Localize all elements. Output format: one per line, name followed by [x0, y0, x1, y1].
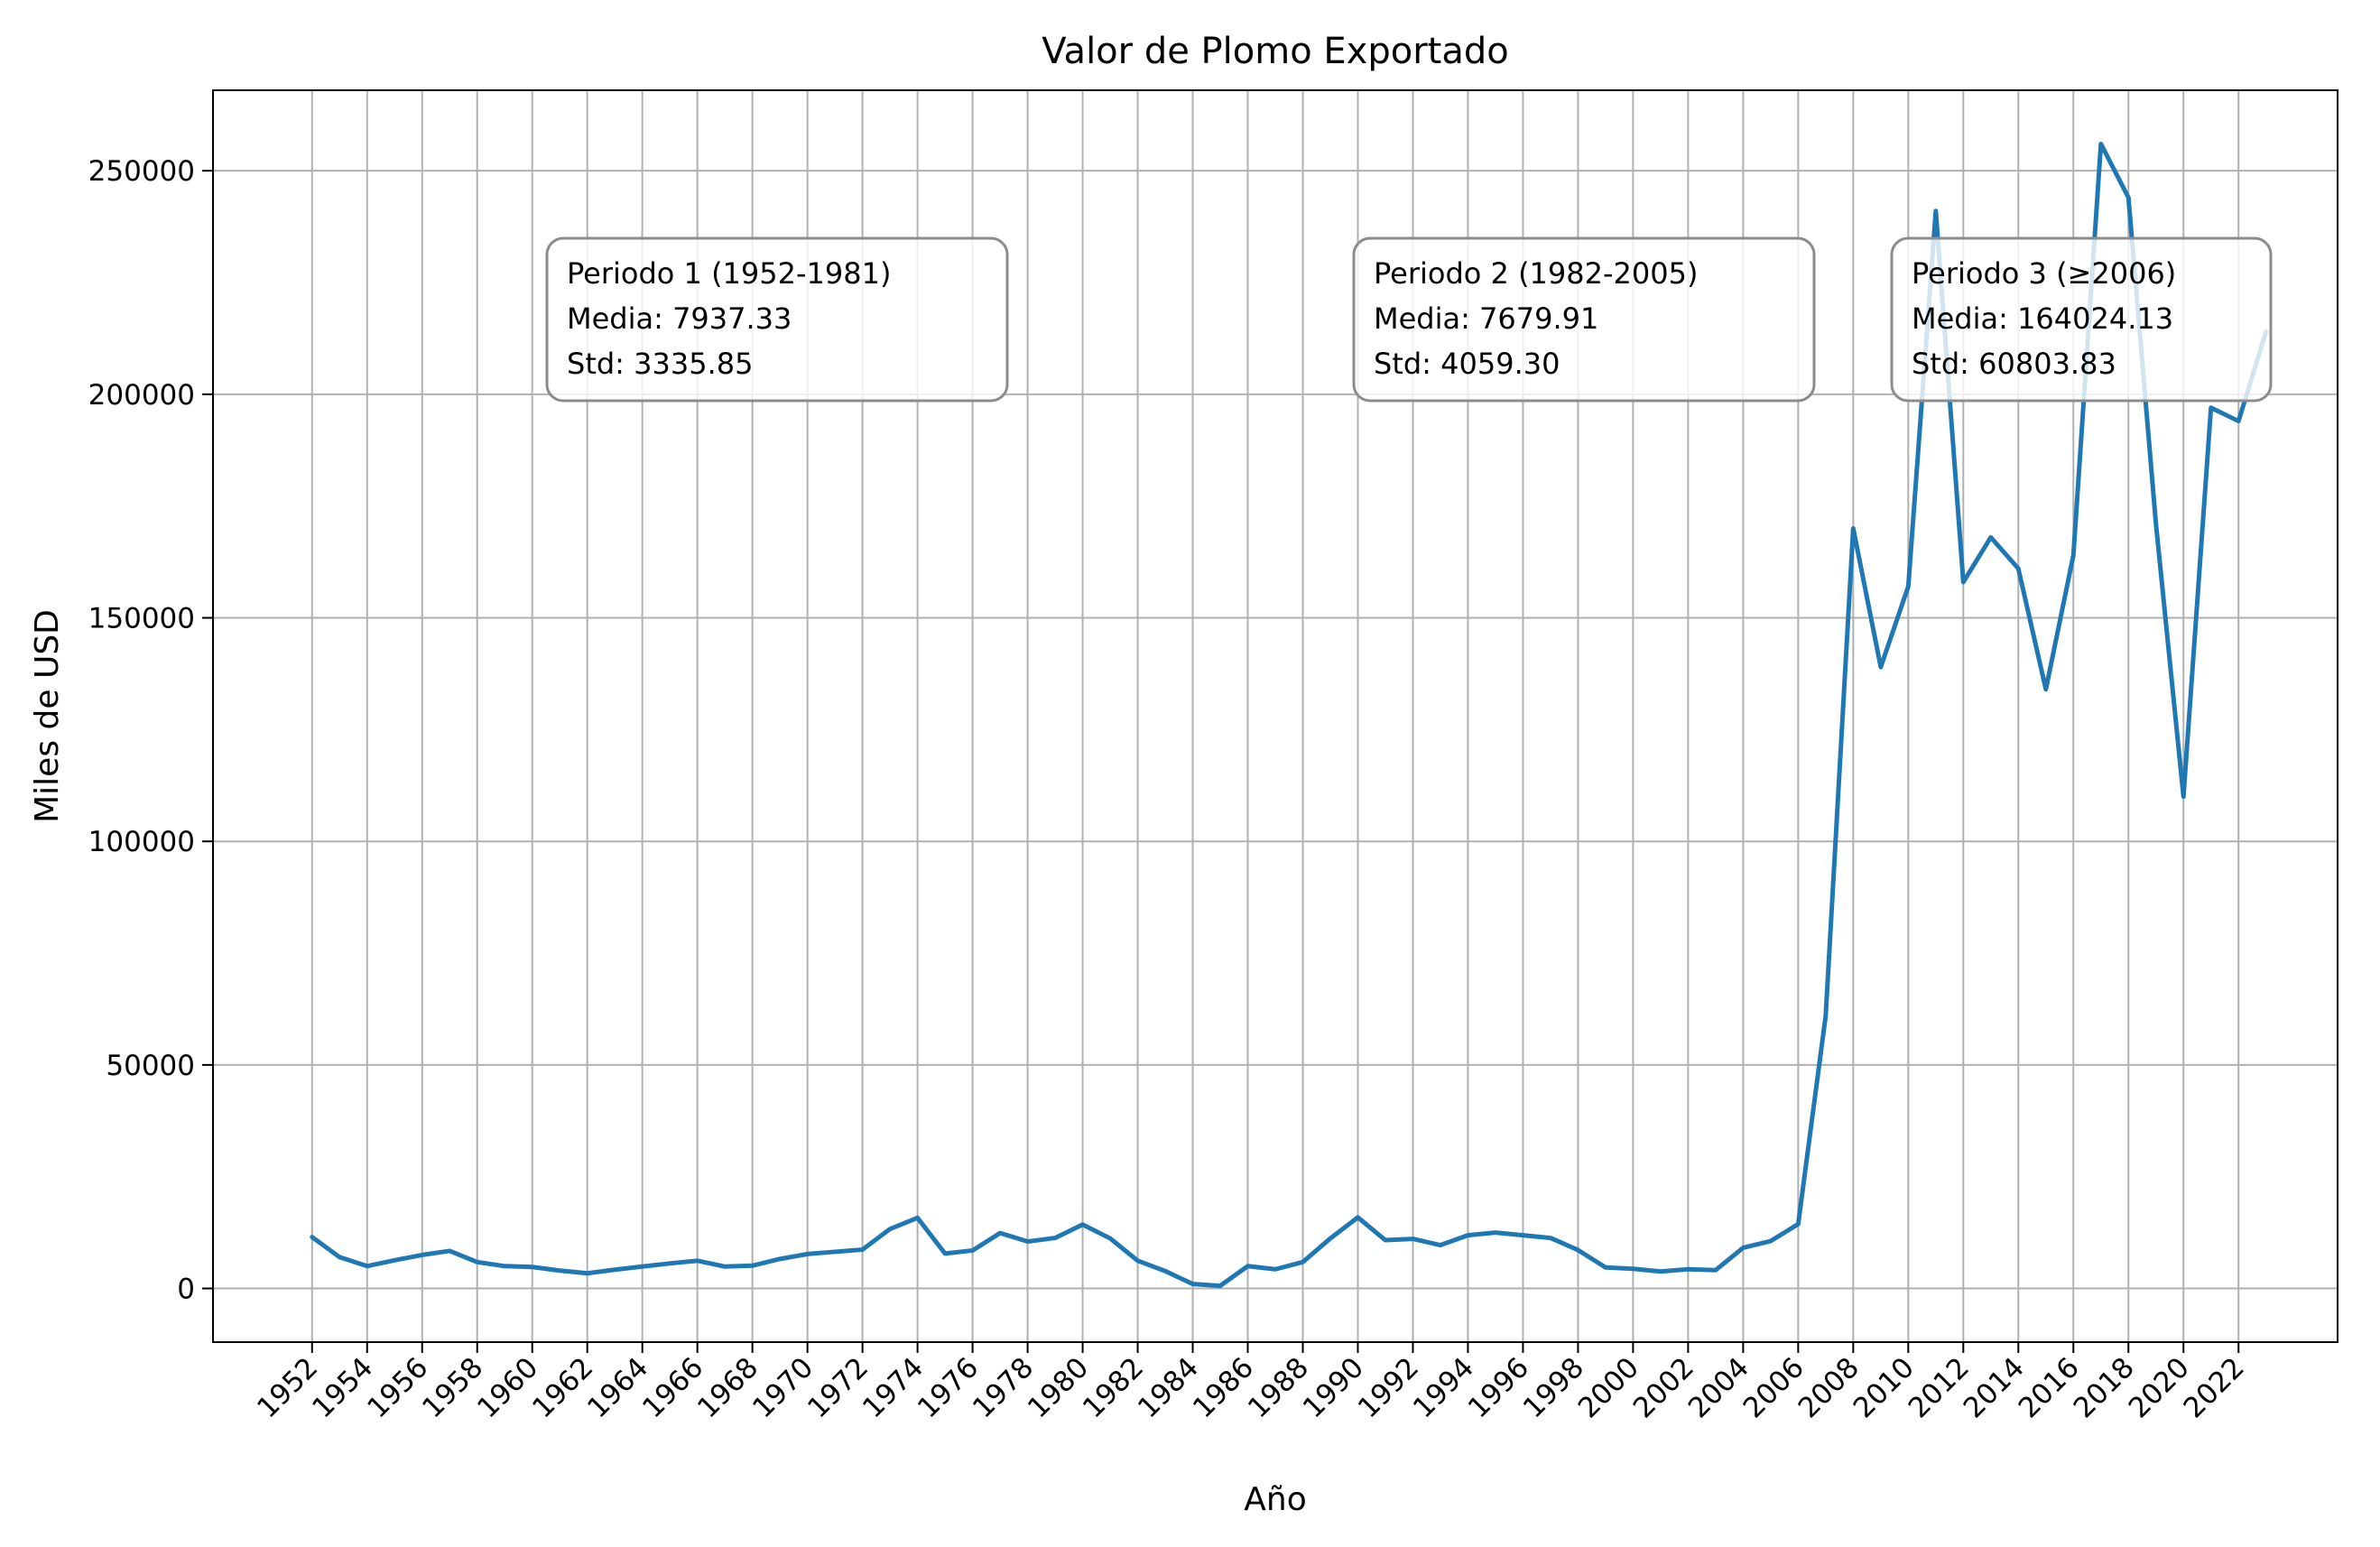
- annotations: Periodo 1 (1952-1981) Media: 7937.33 Std: …: [545, 236, 2273, 403]
- annotation-line: Periodo 3 (≥2006): [1912, 256, 2176, 291]
- annotation-line: Std: 60803.83: [1912, 347, 2116, 381]
- annotation-line: Media: 164024.13: [1912, 301, 2173, 336]
- x-axis-label: Año: [1244, 1481, 1306, 1518]
- annotation-frame: [1890, 236, 2273, 403]
- y-tick-label: 0: [177, 1274, 195, 1306]
- annotation-line: Periodo 1 (1952-1981): [567, 256, 891, 291]
- annotation-line: Std: 4059.30: [1374, 347, 1560, 381]
- y-tick-label: 150000: [88, 603, 195, 635]
- y-axis-ticks: 0 50000 100000 150000 200000 250000: [88, 155, 213, 1306]
- plot-frame: [212, 89, 2338, 1343]
- annotation-line: Media: 7679.91: [1374, 301, 1598, 336]
- y-tick-label: 100000: [88, 826, 195, 858]
- chart-title: Valor de Plomo Exportado: [1042, 31, 1508, 72]
- annotation-box: Periodo 1 (1952-1981) Media: 7937.33 Std: …: [545, 236, 1009, 403]
- annotation-line: Media: 7937.33: [567, 301, 792, 336]
- annotation-box: Periodo 2 (1982-2005) Media: 7679.91 Std: …: [1352, 236, 1816, 403]
- annotation-frame: [1352, 236, 1816, 403]
- annotation-line: Std: 3335.85: [567, 347, 753, 381]
- annotation-line: Periodo 2 (1982-2005): [1374, 256, 1698, 291]
- y-tick-label: 50000: [106, 1050, 195, 1082]
- annotation-frame: [545, 236, 1009, 403]
- y-tick-label: 250000: [88, 155, 195, 188]
- y-tick-label: 200000: [88, 379, 195, 412]
- y-axis-label: Miles de USD: [29, 609, 66, 823]
- annotation-box: Periodo 3 (≥2006) Media: 164024.13 Std: 60…: [1890, 236, 2273, 403]
